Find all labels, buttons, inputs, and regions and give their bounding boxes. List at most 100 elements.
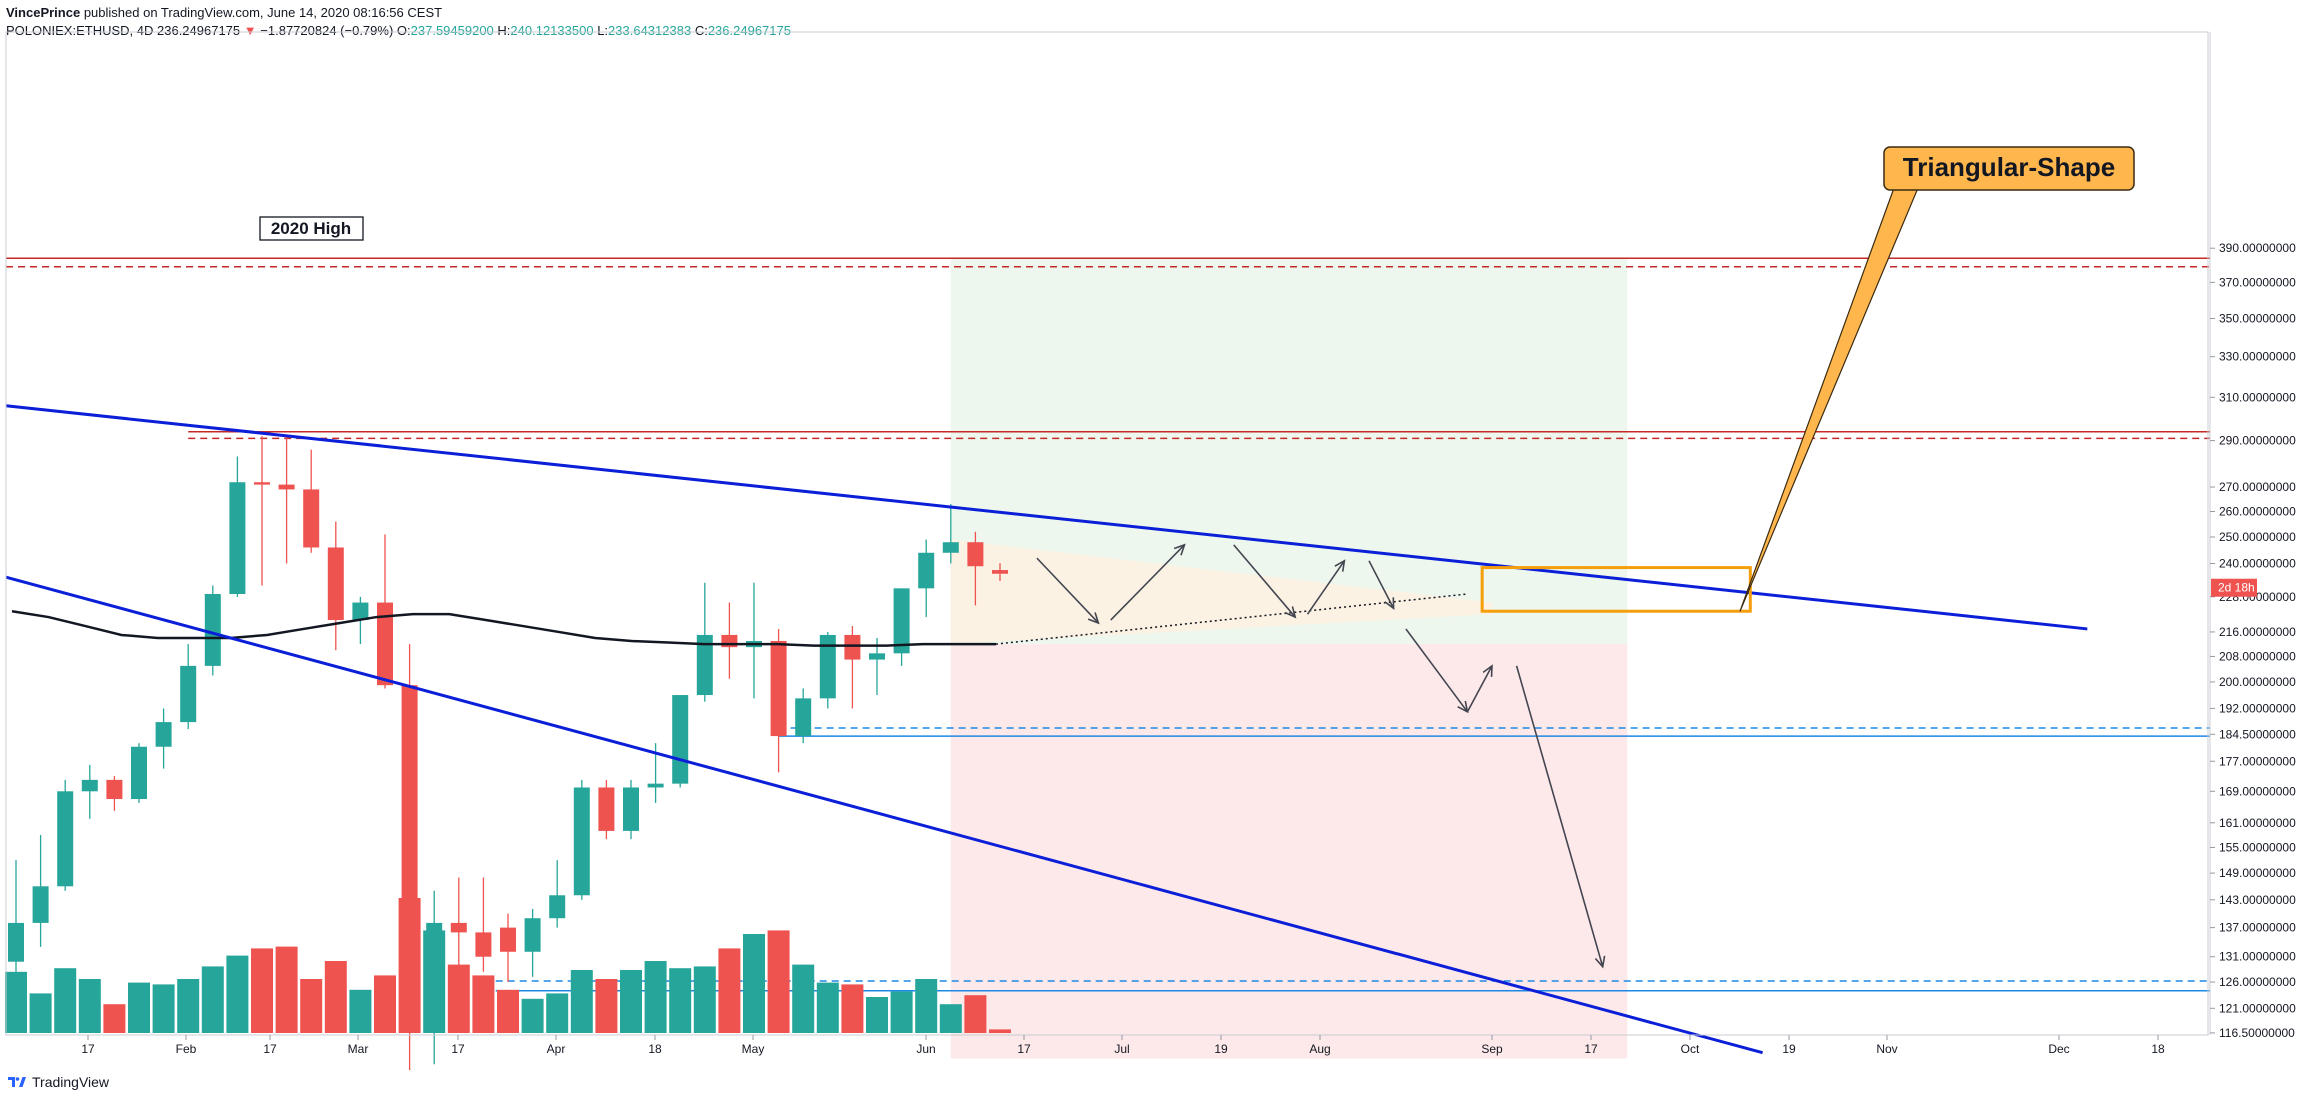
y-tick-label: 155.00000000 [2219, 840, 2296, 854]
footer-brand[interactable]: TradingView [8, 1074, 109, 1090]
candle-body [819, 634, 836, 699]
candle-body [918, 552, 935, 589]
y-tick-label: 200.00000000 [2219, 675, 2296, 689]
entry-zone [950, 539, 1492, 645]
candle-body [672, 695, 689, 784]
candle-body [426, 922, 443, 1031]
candle-body [327, 547, 344, 621]
x-tick-label: May [742, 1042, 765, 1056]
x-tick-label: Jun [916, 1042, 935, 1056]
candle-body [8, 922, 24, 962]
open-value: 237.59459200 [410, 23, 494, 38]
volume-bar [718, 948, 741, 1033]
volume-bar [251, 948, 273, 1033]
volume-bar [841, 984, 864, 1033]
volume-bar [472, 975, 495, 1033]
candle-body [573, 787, 590, 896]
x-tick-label: Sep [1481, 1042, 1503, 1056]
arrow-head-icon [1384, 597, 1395, 610]
price-tag-box [2211, 578, 2257, 597]
apex-highlight-box [1480, 566, 1752, 613]
candle-body [229, 482, 246, 594]
volume-bar [374, 975, 396, 1033]
y-tick-label: 126.00000000 [2219, 975, 2296, 989]
candle-body [254, 482, 270, 485]
x-tick-label: 17 [1584, 1042, 1598, 1056]
x-tick-label: 18 [2151, 1042, 2165, 1056]
low-label: L: [597, 23, 609, 38]
callout-pointer [1739, 187, 1919, 612]
volume-bar [521, 998, 544, 1033]
volume-bar [693, 966, 716, 1033]
lower-trendline [5, 575, 1763, 1055]
candle-body [500, 927, 516, 952]
candle-body [598, 787, 615, 831]
scenario-arrow [1515, 665, 1604, 967]
y-tick-label: 250.00000000 [2219, 530, 2296, 544]
volume-bar [447, 964, 470, 1033]
volume-bar [595, 979, 618, 1033]
x-tick-label: Mar [348, 1042, 369, 1056]
scenario-arrow [1368, 560, 1395, 609]
y-tick-label: 177.00000000 [2219, 754, 2296, 768]
author-name[interactable]: VincePrince [6, 5, 81, 20]
candle-body [647, 783, 664, 788]
volume-bar [939, 1004, 962, 1033]
volume-bar [103, 1004, 126, 1033]
open-label: O: [396, 23, 411, 38]
candle-body [844, 634, 861, 660]
volume-bar [866, 997, 888, 1033]
volume-bar [546, 993, 569, 1033]
y-tick-label: 184.50000000 [2219, 727, 2296, 741]
candle-body [32, 886, 49, 923]
candle-body [893, 588, 910, 654]
volume-bar [816, 982, 839, 1033]
x-tick-label: 18 [648, 1042, 662, 1056]
upper-trendline [5, 404, 2088, 631]
arrow-head-icon [1482, 664, 1493, 677]
scenario-arrow [1405, 628, 1469, 713]
volume-bar [989, 1029, 1011, 1033]
volume-bar [743, 934, 765, 1033]
x-tick-label: 19 [1214, 1042, 1228, 1056]
price-tag-text: 2d 18h [2218, 581, 2255, 595]
stop-zone [950, 644, 1628, 1059]
candle-body [696, 634, 713, 696]
y-tick-label: 390.00000000 [2219, 241, 2296, 255]
high-label-box [259, 216, 364, 241]
candle-body [377, 602, 393, 686]
symbol-name[interactable]: POLONIEX:ETHUSD, 4D [6, 23, 154, 38]
volume-bar [570, 970, 593, 1033]
callout-text: Triangular-Shape [1903, 152, 2115, 182]
volume-bar [201, 966, 224, 1033]
y-tick-label: 131.00000000 [2219, 950, 2296, 964]
x-tick-label: Dec [2048, 1042, 2069, 1056]
volume-bar [915, 979, 938, 1033]
volume-bar [226, 955, 249, 1033]
down-arrow-icon: ▼ [243, 23, 257, 38]
y-tick-label: 149.00000000 [2219, 866, 2296, 880]
callout-box [1883, 146, 2135, 191]
y-tick-label: 310.00000000 [2219, 390, 2296, 404]
volume-bar [669, 968, 692, 1033]
volume-bar [620, 970, 642, 1033]
y-tick-label: 208.00000000 [2219, 649, 2296, 663]
candle-body [450, 922, 467, 933]
moving-average-line [11, 609, 996, 647]
candle-body [942, 542, 959, 553]
chart-header: VincePrince published on TradingView.com… [6, 4, 791, 39]
scenario-arrow [1306, 560, 1346, 615]
volume-bar [78, 979, 101, 1033]
tradingview-brand-text: TradingView [32, 1074, 110, 1090]
candle-body [524, 918, 541, 952]
symbol-info: POLONIEX:ETHUSD, 4D 236.24967175 ▼ −1.87… [6, 22, 791, 39]
candle-body [180, 665, 197, 723]
y-tick-label: 240.00000000 [2219, 557, 2296, 571]
x-tick-label: Aug [1309, 1042, 1330, 1056]
candle-body [770, 641, 787, 737]
candle-body [131, 746, 147, 800]
scenario-arrow [1110, 544, 1186, 621]
candle-body [106, 779, 123, 800]
volume-bar [128, 982, 150, 1033]
